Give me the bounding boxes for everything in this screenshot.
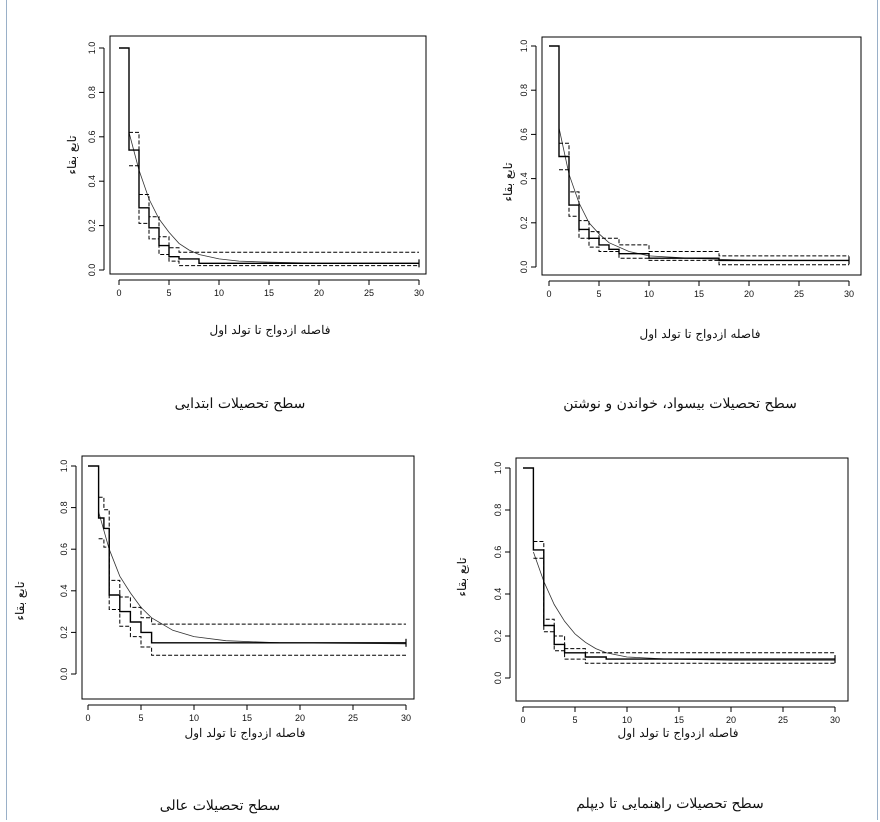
x-tick-label: 10 (644, 289, 654, 299)
x-tick-label: 15 (242, 713, 252, 723)
x-tick-label: 10 (189, 713, 199, 723)
x-tick-label: 25 (778, 715, 788, 725)
y-tick-label: 0.8 (87, 86, 97, 99)
x-tick-label: 25 (364, 288, 374, 298)
y-axis-label: تابع بقاء (13, 581, 27, 621)
lower-ci-line (559, 169, 849, 266)
plot-frame (109, 35, 427, 275)
x-tick-label: 15 (264, 288, 274, 298)
y-tick-label: 0.2 (59, 626, 69, 639)
x-tick-label: 30 (844, 289, 854, 299)
km-step-line (549, 45, 849, 262)
x-tick-label: 0 (546, 289, 551, 299)
panel-caption: سطح تحصیلات عالی (159, 798, 281, 814)
x-tick-label: 30 (401, 713, 411, 723)
y-axis-label: تابع بقاء (65, 135, 79, 175)
y-tick-label: 0.6 (59, 543, 69, 556)
plot-frame (515, 457, 849, 702)
chart-panel-aali: 0 5 10 15 20 25 30 0.0 0.2 0.4 0.6 0.8 1.0 تابع بقاء… (0, 420, 440, 822)
km-step-line (88, 465, 406, 644)
survival-plot: 0 5 10 15 20 25 30 0.0 0.2 0.4 0.6 0.8 1.0 (519, 36, 862, 299)
survival-plot: 0 5 10 15 20 25 30 0.0 0.2 0.4 0.6 0.8 1.0 (59, 455, 415, 723)
y-tick-label: 0.0 (519, 261, 529, 274)
x-tick-label: 20 (726, 715, 736, 725)
survival-plot: 0 5 10 15 20 25 30 0.0 0.2 0.4 0.6 0.8 1.0 (87, 35, 427, 298)
lower-ci-line (533, 557, 835, 664)
plot-frame (541, 36, 862, 276)
x-tick-label: 0 (85, 713, 90, 723)
survival-plot: 0 5 10 15 20 25 30 0.0 0.2 0.4 0.6 0.8 1.0 (493, 457, 849, 725)
y-axis-label: تابع بقاء (455, 557, 469, 597)
x-tick-label: 0 (116, 288, 121, 298)
x-tick-label: 10 (622, 715, 632, 725)
x-axis-label: فاصله ازدواج تا تولد اول (617, 726, 739, 740)
panel-caption: سطح تحصیلات بیسواد، خواندن و نوشتن (563, 396, 797, 412)
y-tick-label: 0.0 (493, 672, 503, 685)
x-tick-label: 0 (520, 715, 525, 725)
y-tick-label: 0.4 (493, 588, 503, 601)
y-tick-label: 0.6 (87, 131, 97, 144)
y-tick-label: 0.4 (87, 175, 97, 188)
chart-panel-rahnamaei: 0 5 10 15 20 25 30 0.0 0.2 0.4 0.6 0.8 1.0 تابع بقاء… (440, 420, 880, 822)
page-frame (6, 0, 878, 820)
x-tick-label: 15 (694, 289, 704, 299)
panel-caption: سطح تحصیلات راهنمایی تا دیپلم (576, 796, 764, 812)
y-tick-label: 0.2 (87, 219, 97, 232)
x-tick-label: 25 (794, 289, 804, 299)
y-axis-label: تابع بقاء (501, 162, 515, 202)
fitted-curve (533, 551, 835, 661)
lower-ci-line (98, 538, 406, 656)
x-axis-label: فاصله ازدواج تا تولد اول (639, 327, 761, 341)
fitted-curve (98, 511, 407, 645)
x-tick-label: 5 (138, 713, 143, 723)
y-tick-label: 0.4 (59, 585, 69, 598)
x-tick-label: 5 (596, 289, 601, 299)
y-tick-label: 1.0 (59, 460, 69, 473)
y-tick-label: 0.0 (87, 264, 97, 277)
x-tick-label: 5 (572, 715, 577, 725)
fitted-curve (558, 127, 849, 261)
x-tick-label: 5 (166, 288, 171, 298)
y-tick-label: 0.6 (493, 546, 503, 559)
plot-frame (81, 455, 415, 700)
x-tick-label: 10 (214, 288, 224, 298)
fitted-curve (128, 132, 419, 264)
x-axis-label: فاصله ازدواج تا تولد اول (209, 323, 331, 337)
upper-ci-line (533, 541, 835, 654)
y-tick-label: 0.8 (493, 504, 503, 517)
y-tick-label: 0.4 (519, 172, 529, 185)
x-tick-label: 20 (314, 288, 324, 298)
y-tick-label: 0.2 (493, 630, 503, 643)
x-axis-label: فاصله ازدواج تا تولد اول (184, 726, 306, 740)
lower-ci-line (129, 165, 419, 267)
y-tick-label: 0.8 (519, 84, 529, 97)
panel-caption: سطح تحصیلات ابتدایی (174, 396, 306, 412)
km-step-line (119, 47, 419, 264)
y-tick-label: 0.6 (519, 128, 529, 141)
y-tick-label: 1.0 (87, 42, 97, 55)
km-step-line (523, 467, 835, 660)
chart-panel-bisavad: 0 5 10 15 20 25 30 0.0 0.2 0.4 0.6 0.8 1.0 تابع بقاء… (440, 0, 880, 420)
y-tick-label: 0.0 (59, 668, 69, 681)
x-tick-label: 30 (414, 288, 424, 298)
y-tick-label: 1.0 (519, 40, 529, 53)
y-tick-label: 1.0 (493, 462, 503, 475)
y-tick-label: 0.8 (59, 501, 69, 514)
y-tick-label: 0.2 (519, 217, 529, 230)
x-tick-label: 30 (830, 715, 840, 725)
x-tick-label: 20 (295, 713, 305, 723)
x-tick-label: 25 (348, 713, 358, 723)
x-tick-label: 20 (744, 289, 754, 299)
upper-ci-line (98, 496, 406, 625)
x-tick-label: 15 (674, 715, 684, 725)
upper-ci-line (559, 142, 849, 257)
upper-ci-line (129, 131, 419, 253)
chart-panel-ebtedaei: 0 5 10 15 20 25 30 0.0 0.2 0.4 0.6 0.8 1.0 تابع بقاء… (0, 0, 440, 420)
